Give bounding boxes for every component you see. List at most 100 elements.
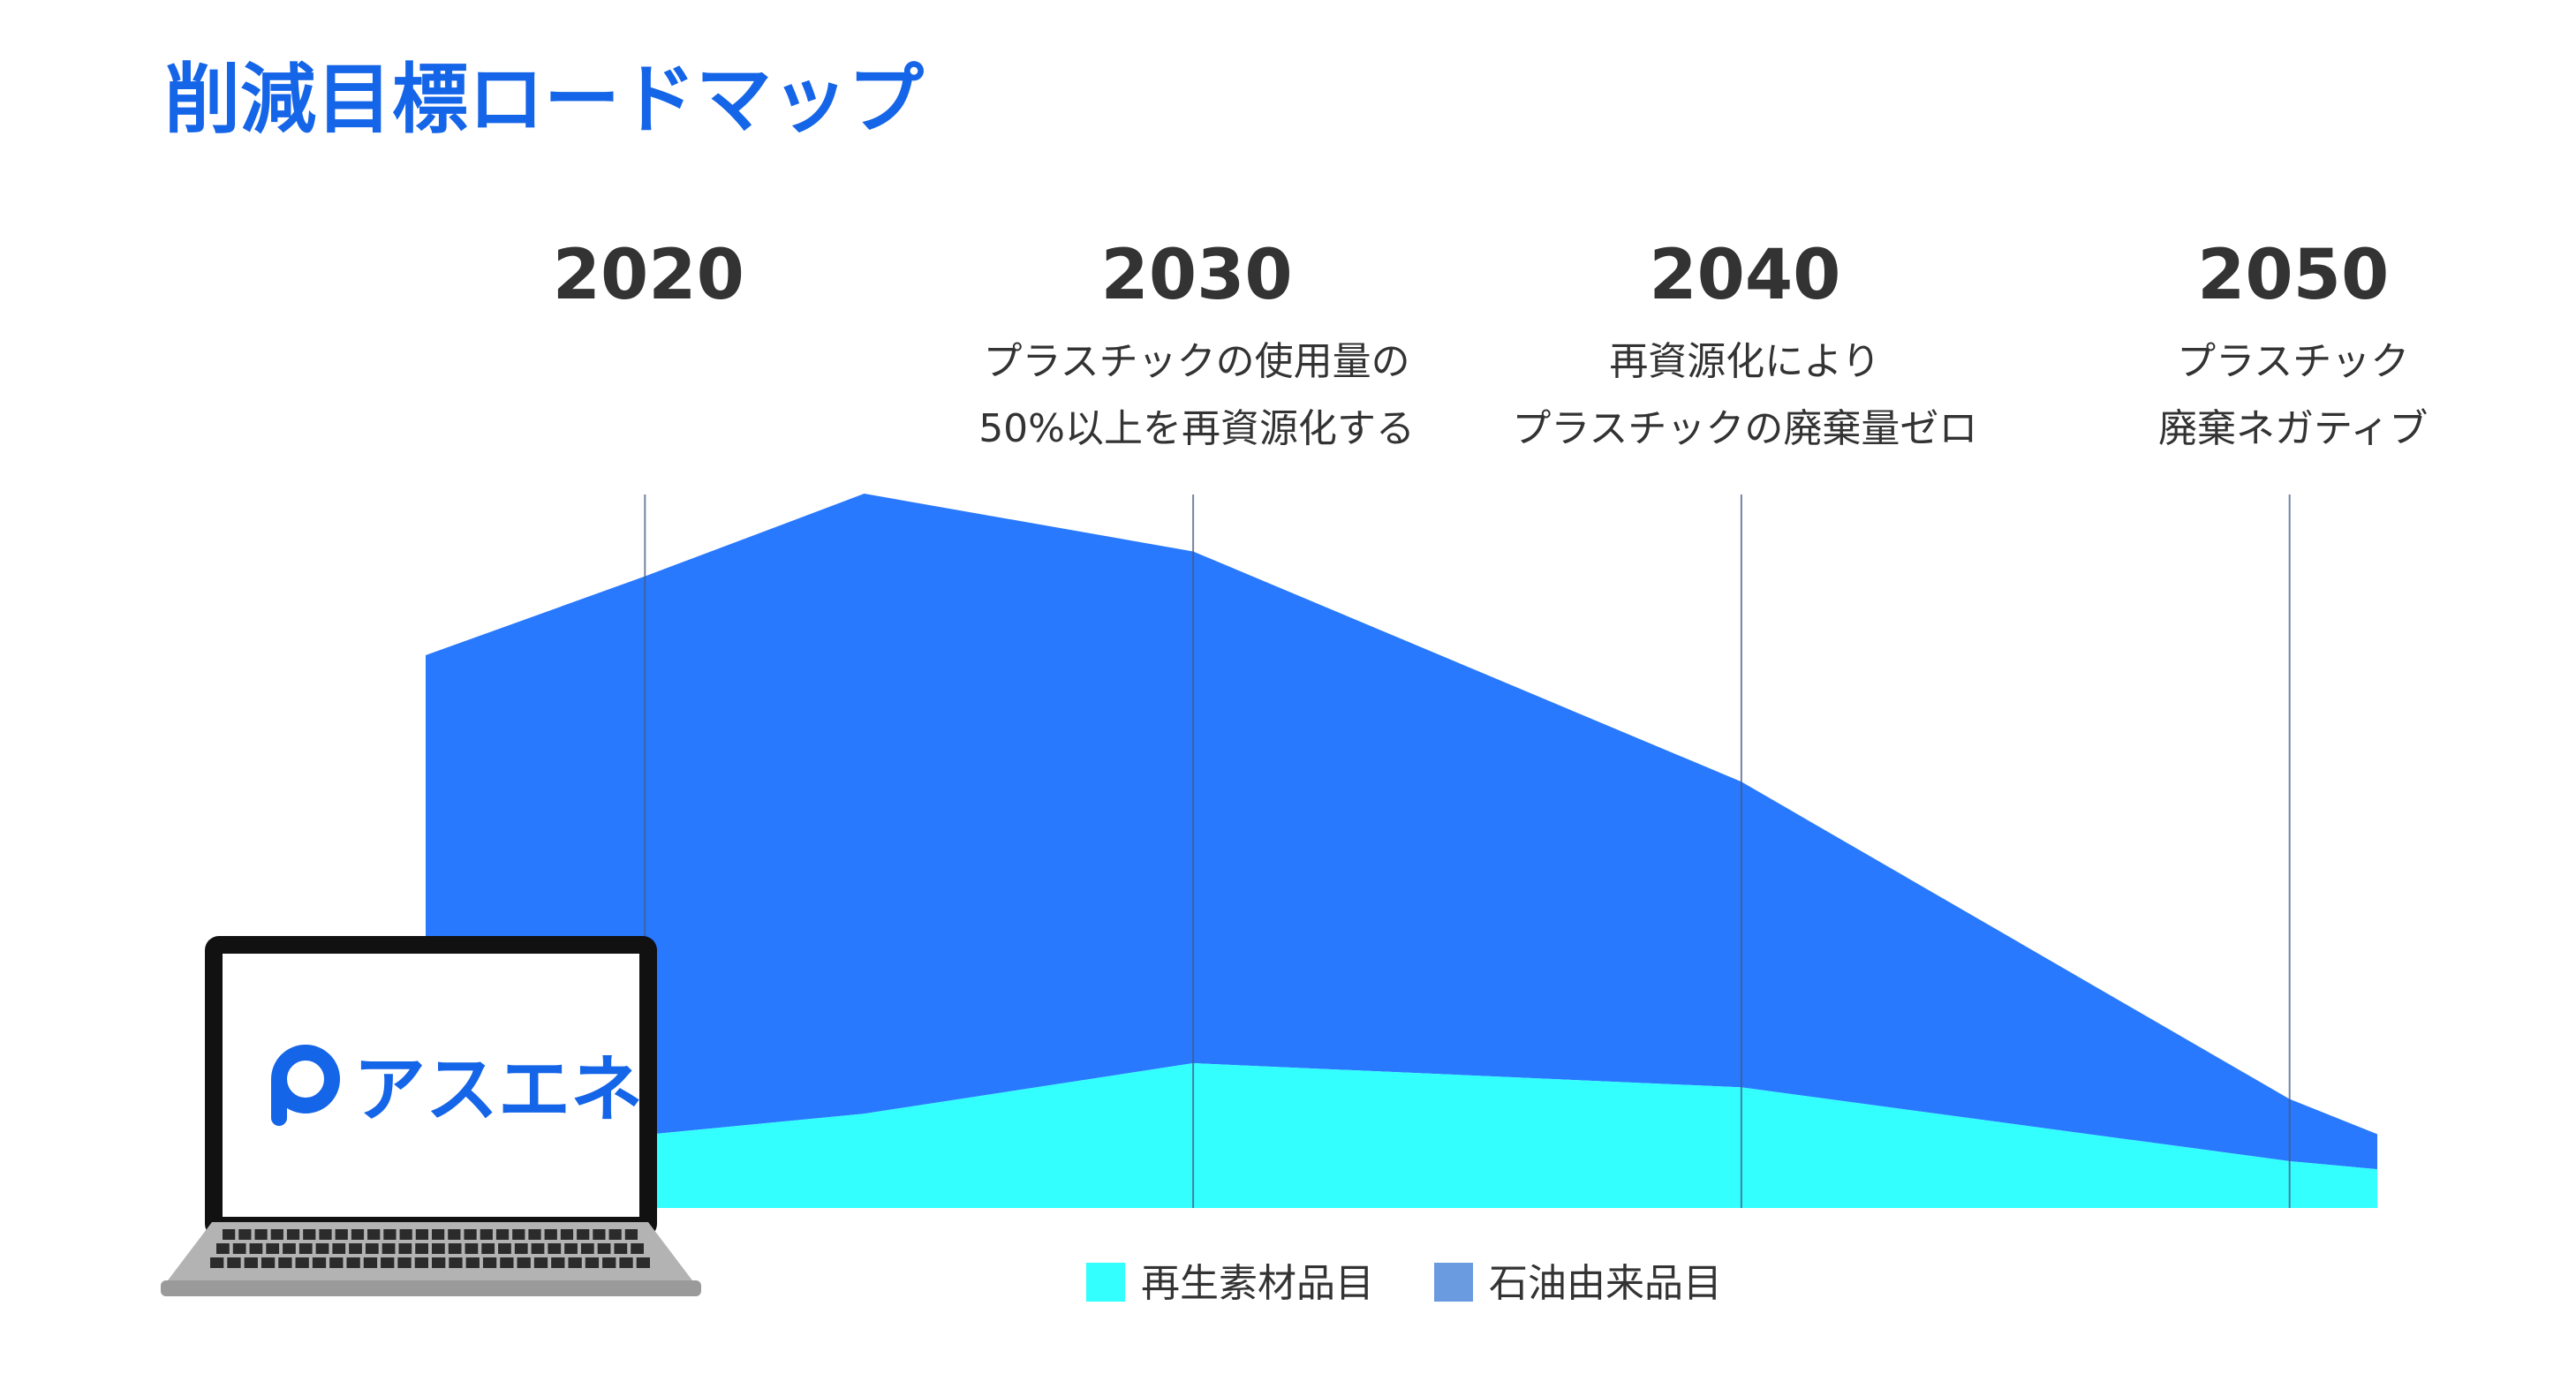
keyboard-key <box>597 1243 611 1254</box>
keyboard-key <box>464 1229 477 1240</box>
keyboard-key <box>329 1257 344 1268</box>
laptop-keyboard <box>210 1229 650 1268</box>
keyboard-key <box>449 1257 463 1268</box>
keyboard-key <box>514 1243 528 1254</box>
keyboard-key <box>216 1243 230 1254</box>
milestone-text-2030-1: プラスチックの使用量の <box>984 339 1410 384</box>
milestone-text-2050-2: 廃棄ネガティブ <box>2158 406 2428 451</box>
keyboard-key <box>335 1229 348 1240</box>
keyboard-key <box>365 1243 379 1254</box>
keyboard-key <box>351 1229 365 1240</box>
page-title: 削減目標ロードマップ <box>164 56 924 144</box>
keyboard-key <box>481 1243 495 1254</box>
area-series-1 <box>426 1063 2377 1208</box>
keyboard-key <box>415 1243 428 1254</box>
keyboard-key <box>432 1229 445 1240</box>
keyboard-key <box>397 1257 412 1268</box>
keyboard-key <box>303 1229 316 1240</box>
keyboard-key <box>544 1229 557 1240</box>
year-label-2020: 2020 <box>553 236 744 315</box>
keyboard-key <box>551 1257 565 1268</box>
keyboard-key <box>465 1243 479 1254</box>
keyboard-key <box>512 1229 525 1240</box>
keyboard-key <box>381 1257 395 1268</box>
keyboard-key <box>298 1243 313 1254</box>
keyboard-key <box>577 1229 590 1240</box>
milestone-text-2040-2: プラスチックの廃棄量ゼロ <box>1512 406 1977 451</box>
keyboard-key <box>283 1243 296 1254</box>
year-label-2050: 2050 <box>2197 236 2389 315</box>
keyboard-key <box>602 1257 616 1268</box>
keyboard-key <box>548 1243 562 1254</box>
keyboard-key <box>238 1229 252 1240</box>
keyboard-key <box>465 1257 480 1268</box>
keyboard-key <box>295 1257 309 1268</box>
keyboard-key <box>414 1257 428 1268</box>
keyboard-key <box>619 1257 633 1268</box>
keyboard-key <box>312 1257 327 1268</box>
keyboard-key <box>398 1243 412 1254</box>
keyboard-key <box>624 1229 638 1240</box>
keyboard-key <box>531 1243 545 1254</box>
legend-label-2: 石油由来品目 <box>1489 1261 1722 1306</box>
keyboard-key <box>495 1229 510 1240</box>
keyboard-key <box>227 1257 241 1268</box>
legend-label-1: 再生素材品目 <box>1141 1261 1374 1306</box>
laptop-base <box>161 1280 701 1296</box>
keyboard-key <box>568 1257 582 1268</box>
keyboard-key <box>223 1229 236 1240</box>
keyboard-key <box>580 1243 594 1254</box>
asuene-logo-icon <box>271 1045 340 1126</box>
keyboard-key <box>498 1243 511 1254</box>
milestone-text-2030-2: 50%以上を再資源化する <box>978 406 1415 451</box>
milestone-text-2050-1: プラスチック <box>2177 339 2409 384</box>
keyboard-key <box>448 1243 462 1254</box>
keyboard-key <box>636 1257 650 1268</box>
keyboard-key <box>363 1257 378 1268</box>
keyboard-key <box>315 1243 329 1254</box>
keyboard-key <box>383 1229 397 1240</box>
keyboard-key <box>564 1243 578 1254</box>
keyboard-key <box>528 1229 541 1240</box>
keyboard-key <box>480 1229 493 1240</box>
keyboard-key <box>249 1243 263 1254</box>
keyboard-key <box>399 1229 412 1240</box>
keyboard-key <box>585 1257 600 1268</box>
legend-swatch-1 <box>1086 1263 1125 1302</box>
milestone-text-2040-1: 再資源化により <box>1609 339 1880 384</box>
keyboard-key <box>448 1229 461 1240</box>
keyboard-key <box>517 1257 531 1268</box>
keyboard-key <box>415 1229 428 1240</box>
keyboard-key <box>593 1229 606 1240</box>
keyboard-key <box>533 1257 548 1268</box>
year-label-2040: 2040 <box>1649 236 1840 315</box>
laptop-screen <box>223 954 639 1217</box>
keyboard-key <box>270 1229 283 1240</box>
milestone-headers: 2020 2030 プラスチックの使用量の 50%以上を再資源化する 2040 再資源化に… <box>553 236 2429 451</box>
keyboard-key <box>560 1229 574 1240</box>
keyboard-key <box>346 1257 360 1268</box>
keyboard-key <box>244 1257 258 1268</box>
keyboard-key <box>278 1257 292 1268</box>
keyboard-key <box>367 1229 381 1240</box>
keyboard-key <box>500 1257 514 1268</box>
laptop-illustration: アスエネ <box>161 936 701 1296</box>
keyboard-key <box>614 1243 628 1254</box>
keyboard-key <box>381 1243 396 1254</box>
keyboard-key <box>631 1243 644 1254</box>
keyboard-key <box>232 1243 246 1254</box>
keyboard-key <box>349 1243 362 1254</box>
laptop-logo-text: アスエネ <box>353 1048 643 1132</box>
keyboard-key <box>261 1257 276 1268</box>
keyboard-key <box>286 1229 300 1240</box>
keyboard-key <box>210 1257 224 1268</box>
chart-areas <box>426 494 2377 1208</box>
keyboard-key <box>266 1243 280 1254</box>
chart-legend: 再生素材品目 石油由来品目 <box>1086 1261 1722 1306</box>
keyboard-key <box>432 1257 446 1268</box>
keyboard-key <box>432 1243 445 1254</box>
keyboard-key <box>254 1229 268 1240</box>
keyboard-key <box>608 1229 622 1240</box>
year-label-2030: 2030 <box>1101 236 1293 315</box>
